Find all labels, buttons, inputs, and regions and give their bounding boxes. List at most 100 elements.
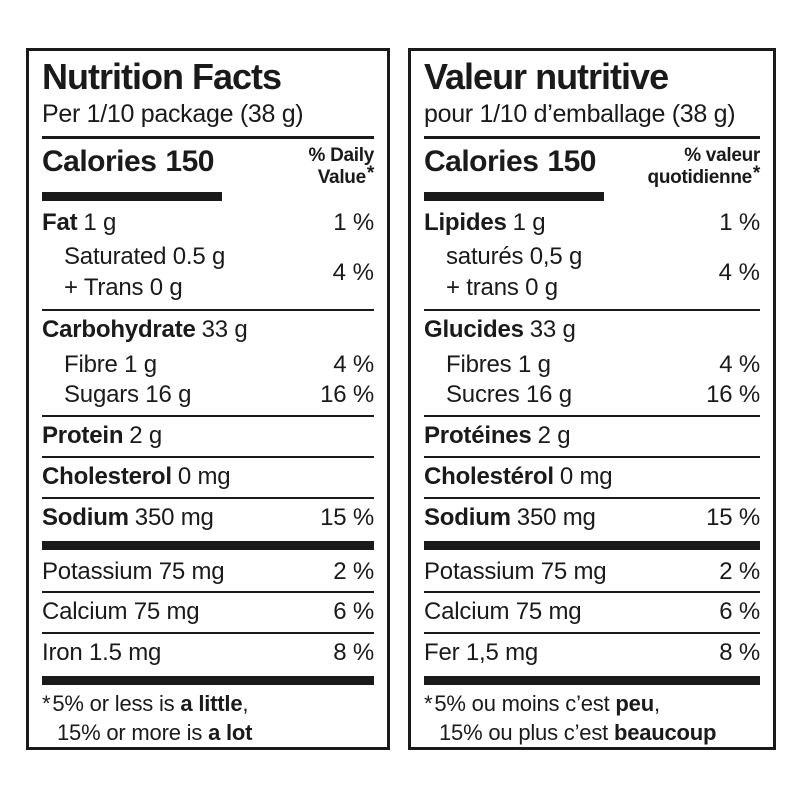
nutrient-row-fat: Fat 1 g 1 %: [42, 201, 374, 243]
separator-rule: [42, 415, 374, 418]
fat-label: Lipides: [424, 208, 507, 236]
footnote-asterisk: *: [424, 690, 433, 716]
header-rule: [42, 135, 374, 139]
daily-value-header: % Daily Value*: [309, 143, 375, 189]
iron-daily-value: 8 %: [719, 639, 760, 667]
sodium-label: Sodium: [424, 503, 511, 531]
separator-rule: [42, 308, 374, 311]
footnote-line2-bold: a lot: [208, 719, 253, 745]
potassium-text: Potassium 75 mg: [424, 557, 607, 585]
panel-title: Valeur nutritive: [424, 56, 669, 97]
section-divider-bar: [424, 540, 760, 550]
header-rule: [424, 135, 760, 139]
nutrient-row-calcium: Calcium 75 mg 6 %: [42, 593, 374, 632]
calories-value: 150: [165, 144, 214, 178]
footnote-line1-bold: peu: [615, 690, 654, 716]
cholesterol-label: Cholestérol: [424, 463, 554, 490]
separator-rule: [424, 308, 760, 311]
saturated-trans-daily-value: 4 %: [332, 259, 374, 287]
fat-daily-value: 1 %: [333, 208, 374, 236]
nutrition-facts-panel-english: Nutrition Facts Per 1/10 package (38 g) …: [26, 48, 390, 750]
protein-label: Protéines: [424, 422, 532, 450]
fibre-text: Fibre 1 g: [64, 350, 157, 378]
sodium-daily-value: 15 %: [706, 503, 760, 531]
fibre-text: Fibres 1 g: [446, 350, 551, 378]
carbohydrate-label: Glucides: [424, 315, 524, 343]
daily-value-header-line2: Value: [317, 166, 366, 188]
separator-rule: [424, 456, 760, 458]
nutrient-row-saturated-trans: saturés 0,5 g + trans 0 g 4 %: [424, 242, 760, 308]
nutrient-row-fibre: Fibre 1 g 4 %: [42, 350, 374, 381]
fibre-daily-value: 4 %: [333, 350, 374, 378]
protein-amount: 2 g: [129, 422, 163, 450]
carbohydrate-amount: 33 g: [201, 315, 248, 343]
nutrition-facts-panel-french: Valeur nutritive pour 1/10 d’emballage (…: [408, 48, 776, 750]
nutrient-row-iron: Fer 1,5 mg 8 %: [424, 634, 760, 673]
panel-title: Nutrition Facts: [42, 56, 282, 97]
daily-value-header: % valeur quotidienne*: [647, 143, 761, 189]
separator-rule: [42, 632, 374, 635]
daily-value-header-line1: % valeur: [684, 144, 760, 166]
separator-rule: [424, 415, 760, 418]
protein-label: Protein: [42, 422, 124, 450]
daily-value-header-line2: quotidienne: [647, 166, 753, 188]
nutrient-row-protein: Protéines 2 g: [424, 417, 760, 456]
sodium-label: Sodium: [42, 503, 129, 531]
separator-rule: [42, 496, 374, 499]
nutrient-row-protein: Protein 2 g: [42, 417, 374, 456]
nutrient-row-cholesterol: Cholesterol 0 mg: [42, 458, 374, 497]
calcium-text: Calcium 75 mg: [42, 598, 200, 626]
sodium-amount: 350 mg: [134, 503, 214, 531]
cholesterol-label: Cholesterol: [42, 463, 172, 490]
potassium-daily-value: 2 %: [333, 557, 374, 585]
separator-rule: [424, 591, 760, 594]
daily-value-header-line1: % Daily: [308, 144, 375, 166]
fat-label: Fat: [42, 208, 78, 236]
section-divider-bar: [42, 540, 374, 550]
calories-underline-bar: [424, 191, 604, 201]
footnote-line2-text: 15% or more is: [57, 719, 209, 745]
nutrient-row-potassium: Potassium 75 mg 2 %: [42, 553, 374, 592]
sugars-daily-value: 16 %: [320, 381, 374, 409]
footnote-line1-text: 5% or less is: [52, 690, 181, 716]
potassium-text: Potassium 75 mg: [42, 557, 225, 585]
saturated-fat-line: saturés 0,5 g: [446, 243, 583, 271]
nutrient-row-carbohydrate: Glucides 33 g: [424, 311, 760, 350]
cholesterol-amount: 0 mg: [177, 463, 231, 490]
sugars-text: Sucres 16 g: [446, 381, 572, 409]
daily-value-asterisk: *: [752, 162, 760, 184]
serving-size: pour 1/10 d’emballage (38 g): [424, 100, 736, 129]
fat-amount: 1 g: [83, 208, 117, 236]
nutrient-row-saturated-trans: Saturated 0.5 g + Trans 0 g 4 %: [42, 242, 374, 308]
saturated-trans-daily-value: 4 %: [718, 259, 760, 287]
section-divider-bar: [424, 675, 760, 685]
sugars-daily-value: 16 %: [706, 381, 760, 409]
daily-value-footnote: *5% ou moins c’est peu, 15% ou plus c’es…: [424, 690, 760, 747]
daily-value-asterisk: *: [366, 162, 374, 184]
footnote-line1-text: 5% ou moins c’est: [434, 690, 616, 716]
separator-rule: [42, 591, 374, 594]
calories-row: Calories 150 % valeur quotidienne*: [424, 143, 760, 189]
daily-value-footnote: *5% or less is a little, 15% or more is …: [42, 690, 374, 747]
nutrient-row-calcium: Calcium 75 mg 6 %: [424, 593, 760, 632]
saturated-fat-line: Saturated 0.5 g: [64, 243, 226, 271]
separator-rule: [424, 632, 760, 635]
nutrient-row-potassium: Potassium 75 mg 2 %: [424, 553, 760, 592]
nutrient-row-sugars: Sucres 16 g 16 %: [424, 380, 760, 415]
nutrient-row-carbohydrate: Carbohydrate 33 g: [42, 311, 374, 350]
nutrient-row-fat: Lipides 1 g 1 %: [424, 201, 760, 243]
separator-rule: [42, 456, 374, 458]
sodium-daily-value: 15 %: [320, 503, 374, 531]
potassium-daily-value: 2 %: [719, 557, 760, 585]
nutrient-row-sodium: Sodium 350 mg 15 %: [42, 499, 374, 538]
nutrient-row-iron: Iron 1.5 mg 8 %: [42, 634, 374, 673]
calories-label: Calories 150: [424, 143, 596, 181]
trans-fat-line: + trans 0 g: [446, 274, 558, 302]
sugars-text: Sugars 16 g: [64, 381, 192, 409]
nutrient-row-sugars: Sugars 16 g 16 %: [42, 380, 374, 415]
calcium-daily-value: 6 %: [333, 598, 374, 626]
carbohydrate-label: Carbohydrate: [42, 315, 196, 343]
footnote-asterisk: *: [42, 690, 51, 716]
calories-word: Calories: [42, 144, 157, 178]
carbohydrate-amount: 33 g: [529, 315, 576, 343]
